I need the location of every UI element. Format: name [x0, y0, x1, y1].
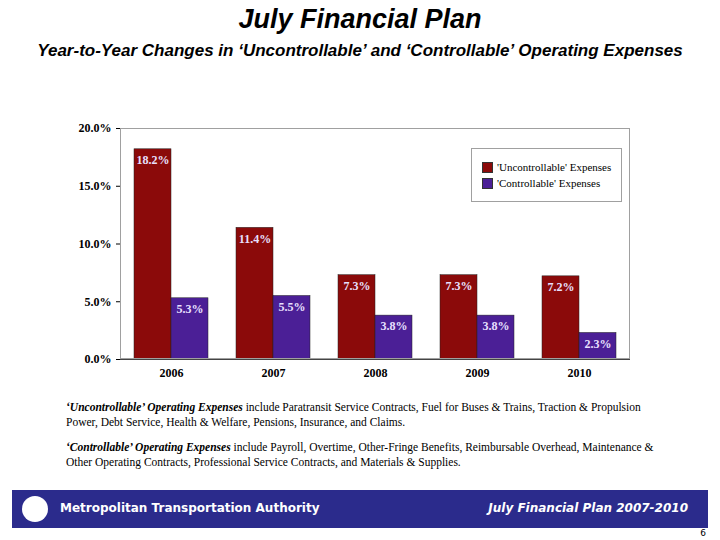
svg-text:5.3%: 5.3%	[177, 302, 204, 316]
svg-text:15.0%: 15.0%	[79, 179, 112, 193]
html-text:July Financial Plan: July Financial Plan	[238, 4, 482, 34]
html-text:‘Controllable’ Operating Expen: ‘Controllable’ Operating Expenses includ…	[66, 441, 654, 468]
html-text:'Uncontrollable' Expenses: 'Uncontrollable' Expenses	[497, 161, 612, 173]
html-text:July Financial Plan 2007-2010: July Financial Plan 2007-2010	[488, 501, 688, 515]
svg-text:7.3%: 7.3%	[344, 279, 371, 293]
svg-text:3.8%: 3.8%	[483, 319, 510, 333]
svg-text:7.3%: 7.3%	[446, 279, 473, 293]
svg-text:0.0%: 0.0%	[85, 352, 112, 366]
svg-text:3.8%: 3.8%	[381, 319, 408, 333]
svg-text:7.2%: 7.2%	[548, 280, 575, 294]
svg-text:2007: 2007	[262, 366, 286, 380]
svg-text:11.4%: 11.4%	[239, 232, 271, 246]
svg-text:5.5%: 5.5%	[279, 300, 306, 314]
svg-text:10.0%: 10.0%	[79, 237, 112, 251]
svg-text:2006: 2006	[160, 366, 184, 380]
html-text:Year-to-Year Changes in ‘Uncon: Year-to-Year Changes in ‘Uncontrollable’…	[37, 41, 683, 60]
html-text:‘Uncontrollable’ Operating Exp: ‘Uncontrollable’ Operating Expenses incl…	[66, 401, 641, 428]
svg-text:5.0%: 5.0%	[85, 295, 112, 309]
svg-text:18.2%: 18.2%	[137, 153, 170, 167]
html-text:'Controllable' Expenses: 'Controllable' Expenses	[497, 177, 601, 189]
html-text:Metropolitan Transportation Au: Metropolitan Transportation Authority	[60, 501, 320, 515]
html-text:6: 6	[700, 528, 706, 538]
svg-text:2.3%: 2.3%	[585, 337, 612, 351]
svg-text:2008: 2008	[364, 366, 388, 380]
svg-text:20.0%: 20.0%	[79, 121, 112, 135]
svg-text:2009: 2009	[466, 366, 490, 380]
svg-text:2010: 2010	[568, 366, 592, 380]
